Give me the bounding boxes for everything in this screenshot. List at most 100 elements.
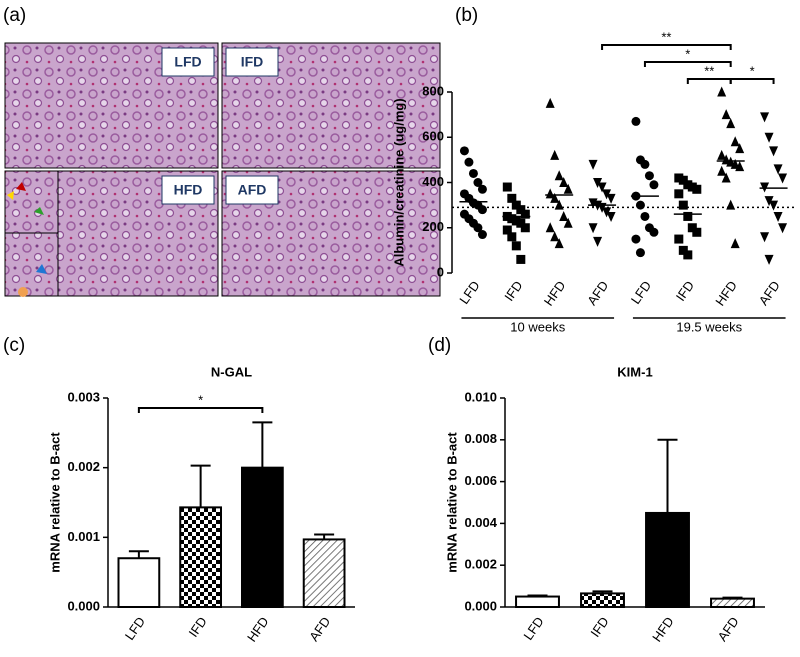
arrowhead: [18, 287, 28, 297]
significance-label: *: [750, 63, 755, 78]
significance-bracket: [686, 78, 732, 84]
point: [649, 227, 659, 237]
point: [778, 223, 788, 234]
x-tick-label: IFD: [587, 614, 611, 640]
point: [730, 238, 740, 249]
point: [593, 236, 603, 247]
group-label: 19.5 weeks: [676, 319, 742, 334]
y-axis-title: mRNA relative to B-act: [47, 432, 62, 573]
point: [477, 184, 487, 194]
point: [644, 171, 654, 181]
point: [545, 222, 555, 233]
point: [769, 146, 779, 157]
point: [773, 164, 783, 175]
x-tick-label: AFD: [306, 614, 333, 644]
arrowhead: [7, 191, 14, 200]
y-axis-title: mRNA relative to B-act: [444, 432, 459, 573]
chart-title: KIM-1: [617, 364, 652, 379]
point: [602, 207, 612, 218]
y-tick-label: 200: [422, 219, 444, 234]
y-tick-label: 0.002: [67, 459, 100, 474]
point: [721, 172, 731, 183]
label-box: [225, 47, 279, 77]
image-label: LFD: [174, 54, 201, 70]
bar: [515, 595, 560, 608]
point: [678, 200, 688, 210]
point: [726, 118, 736, 129]
histology: [4, 42, 441, 297]
point: [588, 223, 598, 234]
point: [764, 196, 774, 207]
point: [563, 183, 573, 194]
y-tick-label: 800: [422, 83, 444, 98]
point: [674, 234, 684, 244]
point: [550, 192, 560, 203]
point: [631, 116, 641, 126]
point: [545, 97, 555, 108]
point: [550, 231, 560, 242]
label-box: [161, 47, 215, 77]
significance-label: **: [661, 29, 671, 44]
x-tick-label: LFD: [456, 278, 482, 307]
arrowhead: [34, 207, 44, 215]
y-tick-label: 400: [422, 174, 444, 189]
group-label: 10 weeks: [510, 319, 565, 334]
label-box: [225, 175, 279, 205]
point: [635, 248, 645, 258]
point: [559, 177, 569, 187]
x-tick-label: AFD: [756, 278, 783, 308]
inset: [4, 170, 59, 234]
point: [635, 200, 645, 210]
bar: [580, 592, 625, 608]
image-label: HFD: [174, 182, 203, 198]
point: [473, 178, 483, 187]
significance-bracket: [643, 61, 732, 67]
point: [477, 205, 487, 215]
y-tick-label: 0.000: [464, 598, 497, 613]
significance-label: *: [685, 46, 690, 61]
point: [473, 223, 483, 233]
significance-bracket: [729, 78, 775, 84]
point: [726, 199, 736, 210]
bar: [179, 506, 223, 609]
panel-label: (b): [455, 5, 478, 26]
significance-bracket: [137, 407, 264, 413]
point: [717, 86, 727, 97]
x-tick-label: HFD: [712, 278, 740, 308]
arrowhead: [36, 264, 47, 274]
y-axis-title: Albumin/creatinine (ug/mg): [391, 98, 406, 266]
image-label: IFD: [241, 54, 264, 70]
arrowhead: [16, 182, 26, 191]
x-tick-label: IFD: [673, 278, 697, 304]
y-tick-label: 0.000: [67, 598, 100, 613]
x-tick-label: HFD: [541, 278, 569, 308]
point: [683, 211, 693, 221]
point: [606, 211, 616, 222]
y-tick-label: 0.003: [67, 389, 100, 404]
point: [507, 193, 517, 203]
image-label: AFD: [238, 182, 267, 198]
x-tick-label: HFD: [244, 614, 272, 644]
point: [778, 173, 788, 184]
point: [563, 217, 573, 228]
point: [477, 230, 487, 240]
significance-label: *: [198, 392, 203, 407]
label-box: [161, 175, 215, 205]
x-tick-label: HFD: [649, 614, 677, 644]
point: [554, 170, 564, 181]
point: [717, 165, 727, 176]
x-tick-label: AFD: [584, 278, 611, 308]
point: [692, 227, 702, 237]
point: [760, 232, 770, 243]
point: [468, 168, 478, 178]
point: [717, 149, 727, 160]
point: [559, 210, 569, 221]
y-tick-label: 0: [437, 264, 444, 279]
point: [502, 182, 512, 192]
inset: [4, 232, 59, 297]
bar: [302, 538, 346, 609]
point: [735, 161, 745, 172]
point: [554, 199, 564, 210]
y-tick-label: 0.002: [464, 557, 497, 572]
